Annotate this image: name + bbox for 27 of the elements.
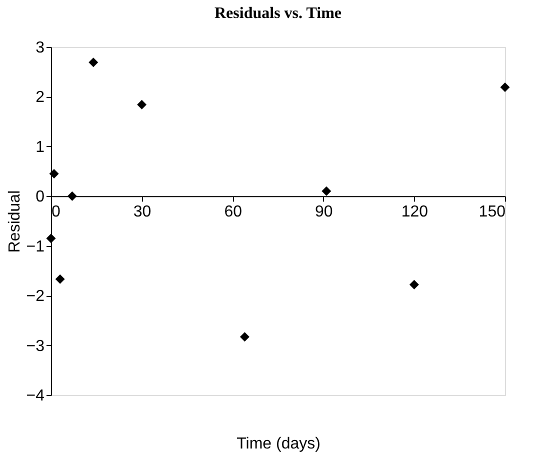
- x-tick-label: 90: [315, 204, 333, 221]
- x-tick-label: 0: [52, 204, 60, 221]
- y-tick-label: 3: [36, 40, 45, 56]
- point: [88, 58, 98, 68]
- point: [55, 274, 65, 284]
- x-tick-label: 150: [478, 204, 506, 221]
- y-tick-label: −3: [26, 338, 45, 355]
- chart-title: Residuals vs. Time: [214, 5, 342, 22]
- y-tick-label: −4: [26, 388, 45, 404]
- point: [240, 332, 250, 342]
- point: [67, 191, 77, 201]
- x-tick-label: 60: [224, 204, 242, 221]
- x-axis-title: Time (days): [236, 436, 320, 452]
- point: [46, 234, 56, 244]
- point: [409, 280, 419, 290]
- y-axis-title: Residual: [6, 190, 24, 253]
- y-tick-label: 1: [36, 138, 45, 156]
- y-tick-label: 0: [36, 188, 45, 206]
- x-tick-label: 30: [133, 204, 152, 221]
- point: [49, 169, 59, 179]
- point: [500, 82, 510, 92]
- y-tick-label: −2: [26, 288, 45, 306]
- point: [322, 186, 332, 196]
- point: [137, 100, 147, 110]
- x-tick-label: 120: [401, 204, 428, 221]
- y-tick-label: −1: [26, 238, 45, 256]
- y-tick-label: 2: [36, 89, 45, 106]
